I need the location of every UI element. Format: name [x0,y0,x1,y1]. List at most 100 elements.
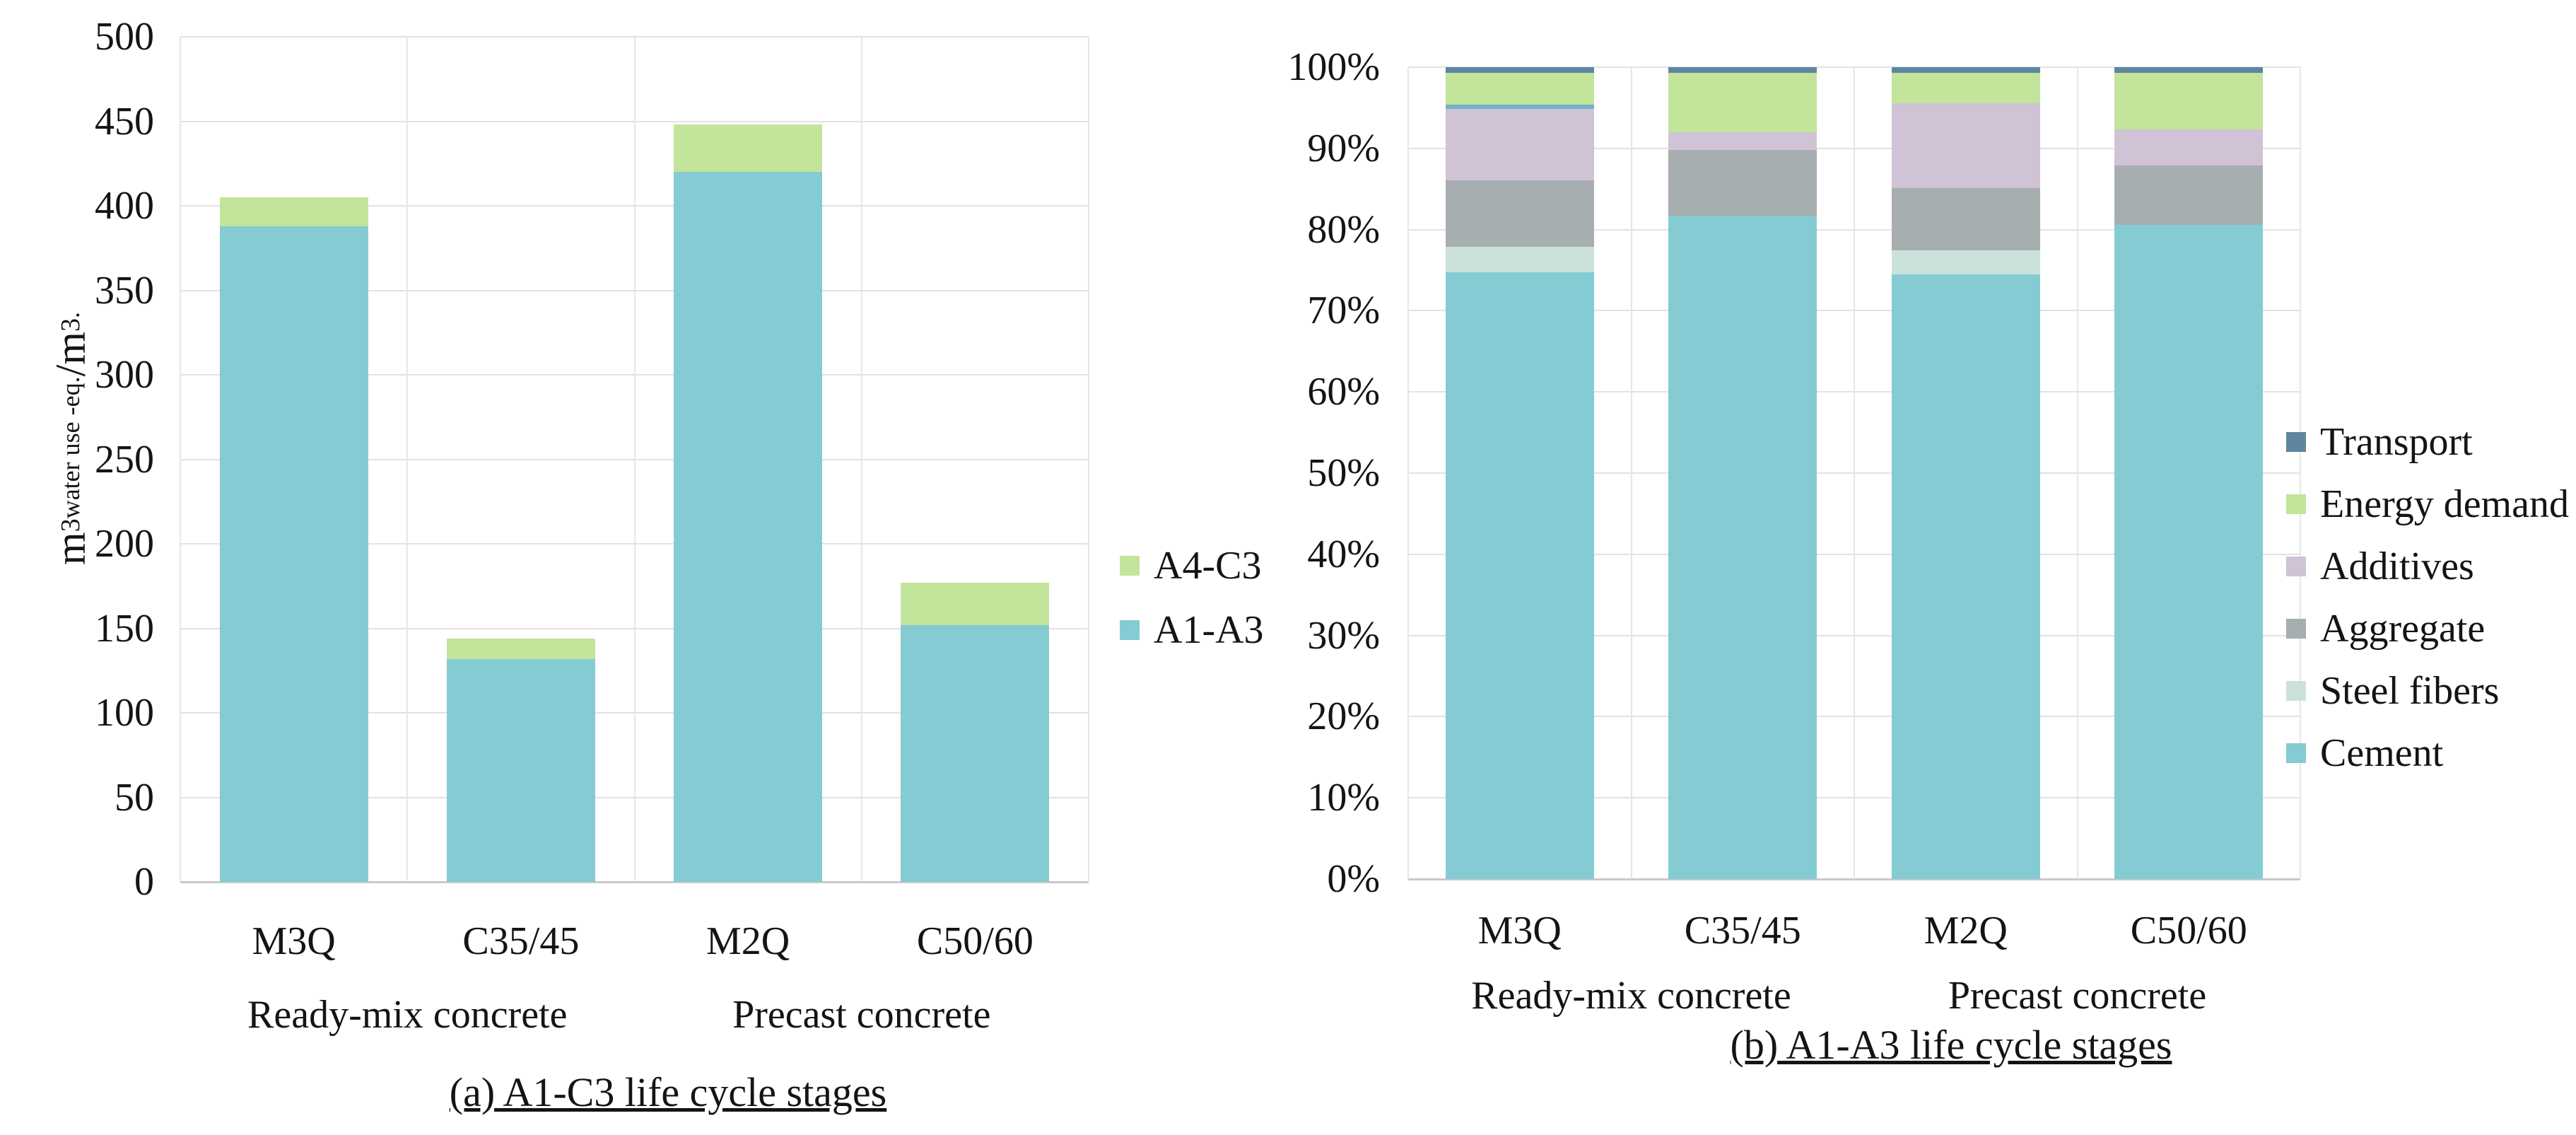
group-label: Precast concrete [732,993,991,1037]
y-tick-label: 80% [1307,207,1380,252]
segment-a4-c3-C35/45 [446,638,595,659]
segment-transport-M3Q [1445,67,1594,74]
legend-label-energy-demand: Energy demand [2320,482,2569,526]
category-label-M2Q: M2Q [1924,909,2008,953]
y-tick-label: 150 [95,606,154,651]
y-tick-label: 50 [115,775,154,820]
bar-M2Q [1891,67,2040,879]
legend-swatch-energy-demand [2286,494,2306,514]
chart-caption: (a) A1-C3 life cycle stages [449,1069,887,1115]
segment-energy-demand-M2Q [1891,73,2040,103]
segment-a4-c3-M3Q [219,197,368,226]
legend-swatch-a4-c3 [1120,556,1140,576]
gridline-vertical [406,37,409,882]
y-tick-label: 100% [1287,45,1380,89]
gridline-vertical [1854,67,1855,879]
legend-label-a1-a3: A1-A3 [1154,608,1264,652]
segment-aggregate-C35/45 [1668,150,1817,216]
category-label-C50/60: C50/60 [916,919,1034,963]
legend-swatch-steel-fibers [2286,681,2306,701]
segment-a1-a3-C35/45 [446,658,595,882]
x-axis-line [180,881,1089,883]
legend-swatch-transport [2286,432,2306,452]
y-tick-label: 20% [1307,694,1380,739]
legend-label-steel-fibers: Steel fibers [2320,669,2500,713]
segment-a4-c3-M2Q [674,124,823,173]
y-tick-label: 40% [1307,532,1380,576]
segment-cement-C50/60 [2114,224,2264,879]
segment-cement-M3Q [1445,272,1594,879]
legend-swatch-cement [2286,743,2306,763]
gridline-vertical [180,37,181,882]
segment-cement-M2Q [1891,274,2040,879]
segment-steel-fibers-M3Q [1445,246,1594,273]
category-label-C50/60: C50/60 [2130,909,2247,953]
segment-energy-demand-C35/45 [1668,73,1817,132]
legend-label-additives: Additives [2320,545,2474,588]
gridline-vertical [860,37,862,882]
segment-steel-fibers-M2Q [1891,250,2040,274]
x-axis-line [1408,878,2300,880]
y-tick-label: 10% [1307,776,1380,820]
legend-label-transport: Transport [2320,420,2473,464]
segment-transport-M2Q [1891,67,2040,74]
legend-label-a4-c3: A4-C3 [1154,544,1262,588]
y-tick-label: 400 [95,184,154,228]
y-tick-label: 200 [95,522,154,566]
category-label-M2Q: M2Q [706,919,790,963]
group-label: Ready-mix concrete [247,993,568,1037]
gridline-vertical [1630,67,1632,879]
y-tick-label: 50% [1307,451,1380,495]
legend-label-cement: Cement [2320,731,2444,775]
y-tick-label: 100 [95,691,154,735]
segment-energy-demand-C50/60 [2114,73,2264,130]
segment-a1-a3-M3Q [219,226,368,882]
legend-swatch-additives [2286,557,2306,576]
category-label-M3Q: M3Q [252,919,336,963]
gridline-vertical [1088,37,1089,882]
bar-M3Q [1445,67,1594,879]
chart-caption: (b) A1-A3 life cycle stages [1730,1022,2172,1068]
segment-a1-a3-C50/60 [901,624,1050,882]
segment-transport-C50/60 [2114,67,2264,74]
gridline-vertical [2076,67,2078,879]
category-label-M3Q: M3Q [1477,909,1562,953]
legend-swatch-a1-a3 [1120,620,1140,640]
segment-additives-C50/60 [2114,129,2264,165]
y-tick-label: 90% [1307,126,1380,170]
gridline-vertical [1407,67,1409,879]
y-tick-label: 350 [95,268,154,313]
segment-aggregate-C50/60 [2114,165,2264,225]
gridline-vertical [2300,67,2301,879]
bar-C50/60 [901,37,1050,882]
segment-cement-C35/45 [1668,216,1817,879]
bar-M3Q [219,37,368,882]
y-tick-label: 30% [1307,613,1380,658]
group-label: Ready-mix concrete [1471,974,1791,1018]
y-tick-label: 60% [1307,370,1380,414]
legend-swatch-aggregate [2286,619,2306,639]
segment-a4-c3-C50/60 [901,582,1050,625]
bar-C50/60 [2114,67,2264,879]
segment-aggregate-M2Q [1891,188,2040,251]
y-tick-label: 300 [95,353,154,397]
y-tick-label: 250 [95,437,154,482]
y-tick-label: 0 [134,860,154,904]
segment-unlabeled-M3Q [1445,104,1594,109]
segment-additives-C35/45 [1668,132,1817,151]
y-tick-label: 70% [1307,289,1380,333]
y-tick-label: 500 [95,15,154,59]
segment-transport-C35/45 [1668,67,1817,74]
legend-label-aggregate: Aggregate [2320,607,2486,651]
segment-additives-M2Q [1891,103,2040,189]
segment-energy-demand-M3Q [1445,73,1594,105]
segment-additives-M3Q [1445,108,1594,180]
gridline-vertical [633,37,636,882]
group-label: Precast concrete [1948,974,2207,1018]
category-label-C35/45: C35/45 [1684,909,1801,953]
category-label-C35/45: C35/45 [462,919,580,963]
y-tick-label: 450 [95,99,154,144]
bar-M2Q [674,37,823,882]
